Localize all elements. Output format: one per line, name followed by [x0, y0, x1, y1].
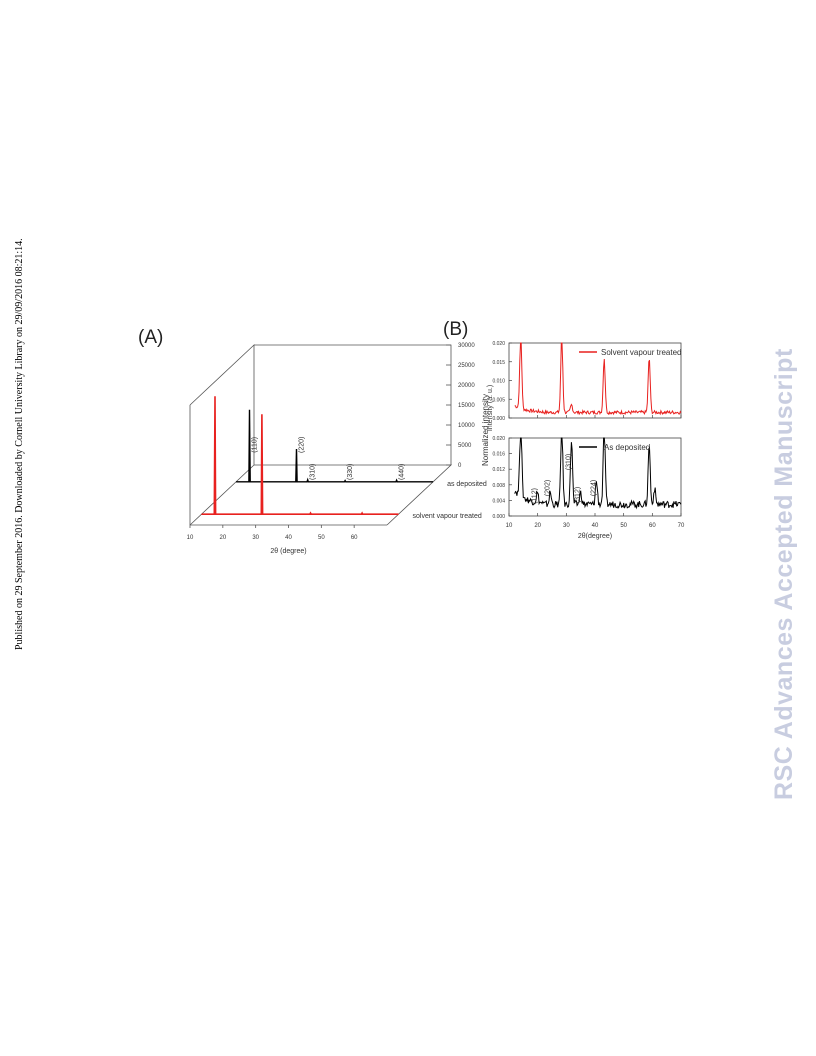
z-tick-label: 0 — [458, 463, 462, 469]
y-tick-label: 0.020 — [492, 341, 505, 347]
y-tick-label: 0.015 — [492, 360, 505, 366]
y-tick-label: 0.000 — [492, 416, 505, 422]
hkl-label: (330) — [347, 464, 354, 480]
series-line-1 — [201, 396, 399, 516]
x-tick-label: 70 — [678, 523, 685, 529]
x-axis-title: 2θ(degree) — [578, 533, 612, 540]
x-tick-label: 20 — [534, 523, 541, 529]
legend-label-b-0: Solvent vapour treated — [601, 348, 682, 357]
y-tick-label: 0.020 — [492, 436, 505, 442]
hkl-label-b: (310) — [565, 454, 572, 470]
hkl-label-b: (202) — [544, 480, 551, 496]
hkl-label: (220) — [298, 437, 305, 453]
hkl-label-b: (312) — [575, 487, 582, 503]
x-tick-label: 30 — [252, 535, 259, 541]
z-tick-label: 5000 — [458, 443, 472, 449]
axis-box-left — [189, 344, 255, 526]
panel-label-a: (A) — [138, 327, 163, 348]
x-tick-label: 20 — [219, 535, 226, 541]
hkl-label: (310) — [310, 464, 317, 480]
hkl-label-b: (112) — [531, 488, 538, 504]
legend-label-0: as deposited — [447, 481, 487, 488]
x-axis-title: 2θ (degree) — [270, 548, 306, 555]
x-tick-label: 10 — [506, 523, 513, 529]
x-tick-label: 60 — [649, 523, 656, 529]
legend-label-b-1: As deposited — [604, 443, 650, 452]
z-axis-title: Intensity (a. u.) — [487, 385, 494, 431]
z-tick-label: 10000 — [458, 423, 475, 429]
z-tick-label: 20000 — [458, 383, 475, 389]
hkl-label: (110) — [252, 437, 259, 453]
series-line-b-1 — [514, 437, 682, 510]
x-tick-label: 30 — [563, 523, 570, 529]
x-tick-label: 50 — [620, 523, 627, 529]
series-line-b-0 — [514, 342, 682, 416]
x-tick-label: 40 — [285, 535, 292, 541]
x-tick-label: 10 — [187, 535, 194, 541]
x-tick-label: 60 — [351, 535, 358, 541]
x-tick-label: 50 — [318, 535, 325, 541]
y-tick-label: 0.010 — [492, 379, 505, 385]
series-line-0 — [236, 409, 434, 483]
hkl-label-b: (224) — [590, 480, 597, 496]
y-tick-label: 0.004 — [492, 498, 505, 504]
y-tick-label: 0.005 — [492, 397, 505, 403]
y-tick-label: 0.000 — [492, 514, 505, 520]
z-tick-label: 30000 — [458, 343, 475, 349]
z-tick-label: 15000 — [458, 403, 475, 409]
x-tick-label: 40 — [592, 523, 599, 529]
y-tick-label: 0.008 — [492, 483, 505, 489]
y-axis-title: Normalized intensity — [481, 394, 490, 466]
y-tick-label: 0.012 — [492, 467, 505, 473]
legend-label-1: solvent vapour treated — [413, 513, 482, 520]
z-tick-label: 25000 — [458, 363, 475, 369]
hkl-label: (440) — [399, 464, 406, 480]
y-tick-label: 0.016 — [492, 452, 505, 458]
panel-label-b: (B) — [443, 319, 468, 340]
